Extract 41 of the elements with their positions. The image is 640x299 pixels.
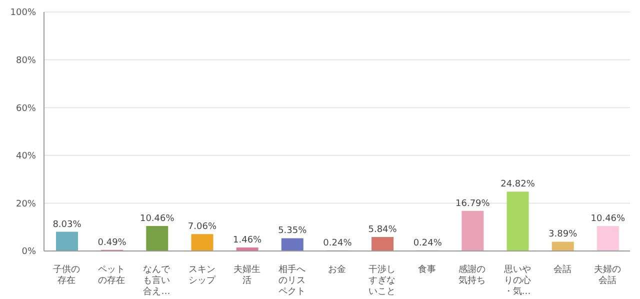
data-label: 24.82%: [500, 180, 536, 190]
bar: [552, 242, 574, 251]
data-label: 8.03%: [52, 220, 82, 230]
x-tick-label: お金: [328, 264, 346, 275]
bar: [281, 238, 304, 251]
y-tick-label: 40%: [16, 152, 36, 162]
bar: [146, 226, 168, 251]
data-label: 3.89%: [548, 230, 578, 240]
y-tick-label: 20%: [16, 199, 36, 210]
y-tick-label: 60%: [16, 104, 36, 114]
bar: [506, 192, 529, 251]
data-label: 0.49%: [98, 238, 127, 248]
data-label: 16.79%: [456, 198, 490, 209]
x-tick-label: なんでも言い合え…: [143, 265, 172, 297]
x-tick-label: 感謝の気持ち: [458, 264, 486, 286]
data-label: 0.24%: [323, 238, 352, 248]
y-tick-label: 80%: [16, 56, 36, 66]
data-label: 7.06%: [188, 222, 217, 232]
data-label: 5.35%: [278, 226, 308, 236]
data-label: 10.46%: [140, 214, 175, 224]
y-tick-label: 100%: [10, 8, 36, 18]
x-tick-label: 会話: [553, 264, 572, 275]
x-tick-label: 夫婦の会話: [594, 264, 621, 286]
bar: [462, 210, 484, 251]
data-label: 5.84%: [368, 225, 398, 236]
x-tick-label: 子供の存在: [53, 264, 80, 286]
x-tick-label: 思いやりの心・気…: [502, 264, 531, 297]
x-tick-label: 相手へのリスペクト: [278, 264, 306, 297]
x-tick-label: 食事: [418, 264, 436, 275]
bar: [191, 234, 214, 251]
bar: [56, 232, 78, 251]
bar: [372, 237, 394, 251]
x-tick-label: 干渉しすぎないこと: [368, 264, 396, 297]
x-tick-label: 夫婦生活: [233, 264, 260, 286]
x-tick-label: スキンシップ: [188, 265, 216, 286]
bar: [596, 226, 619, 251]
y-tick-label: 0%: [22, 247, 36, 258]
x-tick-label: ペットの存在: [98, 265, 126, 286]
data-label: 10.46%: [590, 214, 626, 224]
data-label: 1.46%: [233, 236, 262, 246]
data-label: 0.24%: [413, 238, 442, 248]
